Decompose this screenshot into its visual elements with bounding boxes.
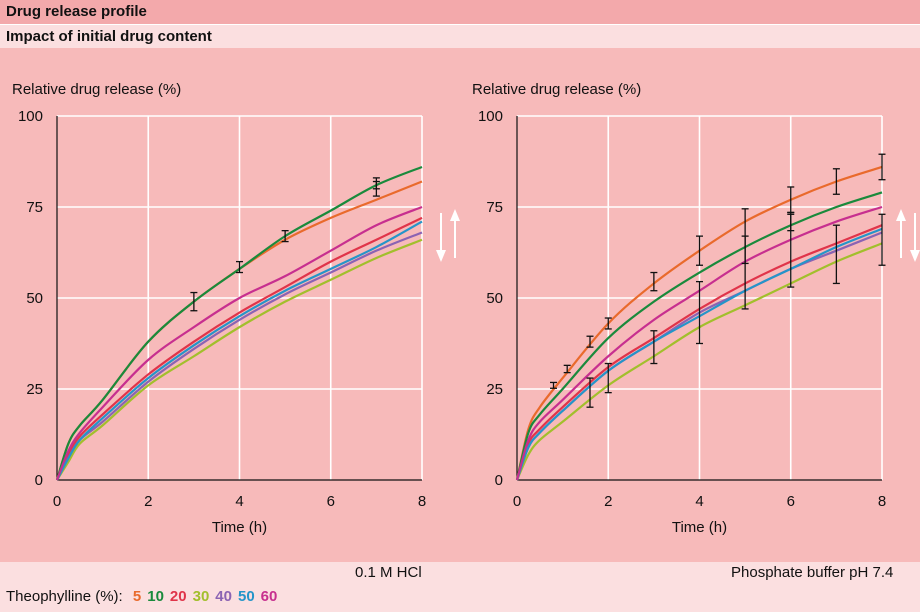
x-axis-label: Time (h)	[672, 519, 727, 536]
y-axis-label: Relative drug release (%)	[472, 81, 641, 98]
error-bar	[650, 330, 658, 365]
series-line-30	[56, 238, 423, 481]
legend-item-40: 40	[215, 588, 232, 605]
legend-item-5: 5	[132, 588, 142, 605]
series-line-60	[515, 205, 883, 481]
series-line-10	[515, 191, 883, 481]
y-tick-label: 0	[35, 472, 43, 489]
error-bar	[586, 335, 594, 348]
legend-item-30: 30	[192, 588, 210, 605]
error-bar	[696, 280, 703, 345]
x-tick-label: 2	[604, 493, 612, 510]
legend-label: Theophylline (%):	[6, 588, 123, 605]
y-tick-label: 25	[486, 381, 503, 398]
x-tick-label: 4	[235, 493, 243, 510]
error-bar	[372, 177, 380, 190]
legend-item-20: 20	[169, 588, 187, 605]
x-tick-label: 0	[513, 493, 521, 510]
trend-arrow-head	[436, 250, 446, 262]
chart-hcl: Relative drug release (%) 0 25 50 75 100 0 2 4 6 8…	[12, 81, 460, 536]
footer-band	[0, 562, 920, 612]
legend: Theophylline (%): 5 10 20 30 40 50 60	[6, 588, 277, 605]
error-bar	[787, 211, 795, 232]
x-tick-label: 6	[327, 493, 335, 510]
error-bar	[190, 291, 198, 312]
error-bar	[878, 153, 886, 181]
figure-title: Drug release profile	[0, 0, 920, 24]
y-tick-label: 75	[26, 199, 43, 216]
y-tick-label: 25	[26, 381, 43, 398]
condition-label-hcl: 0.1 M HCl	[355, 564, 422, 581]
trend-arrow-head	[910, 250, 920, 262]
error-bar	[832, 168, 840, 195]
error-bar	[741, 208, 749, 265]
x-tick-label: 6	[787, 493, 795, 510]
x-axis-label: Time (h)	[212, 519, 267, 536]
x-tick-label: 0	[53, 493, 61, 510]
x-tick-label: 4	[695, 493, 703, 510]
series-line-60	[55, 205, 423, 481]
x-tick-label: 8	[878, 493, 886, 510]
condition-label-phosphate: Phosphate buffer pH 7.4	[731, 564, 894, 581]
error-bar	[650, 271, 658, 292]
y-tick-label: 0	[495, 472, 503, 489]
trend-arrow-head	[896, 209, 906, 221]
legend-item-50: 50	[237, 588, 255, 605]
y-tick-label: 50	[486, 290, 503, 307]
y-tick-label: 50	[26, 290, 43, 307]
error-bar	[281, 230, 289, 243]
error-bar	[236, 260, 243, 274]
trend-arrow-head	[450, 209, 460, 221]
legend-item-10: 10	[147, 588, 164, 605]
y-axis-label: Relative drug release (%)	[12, 81, 181, 98]
error-bar	[586, 377, 594, 408]
error-bar	[550, 381, 557, 389]
error-bar	[604, 317, 612, 330]
x-tick-label: 2	[144, 493, 152, 510]
series-line-50	[56, 220, 423, 481]
x-tick-label: 8	[418, 493, 426, 510]
series-line-20	[55, 216, 423, 481]
error-bar	[878, 213, 886, 266]
y-tick-label: 100	[18, 108, 43, 125]
y-tick-label: 100	[478, 108, 503, 125]
legend-item-60: 60	[260, 588, 278, 605]
error-bar	[696, 235, 703, 266]
error-bar	[604, 362, 612, 394]
error-bar	[832, 224, 840, 285]
figure-subtitle: Impact of initial drug content	[0, 24, 920, 48]
error-bar	[563, 364, 571, 374]
y-tick-label: 75	[486, 199, 503, 216]
chart-phosphate: Relative drug release (%) 0 25 50 75 100 0 2 4 6 8…	[472, 81, 920, 536]
